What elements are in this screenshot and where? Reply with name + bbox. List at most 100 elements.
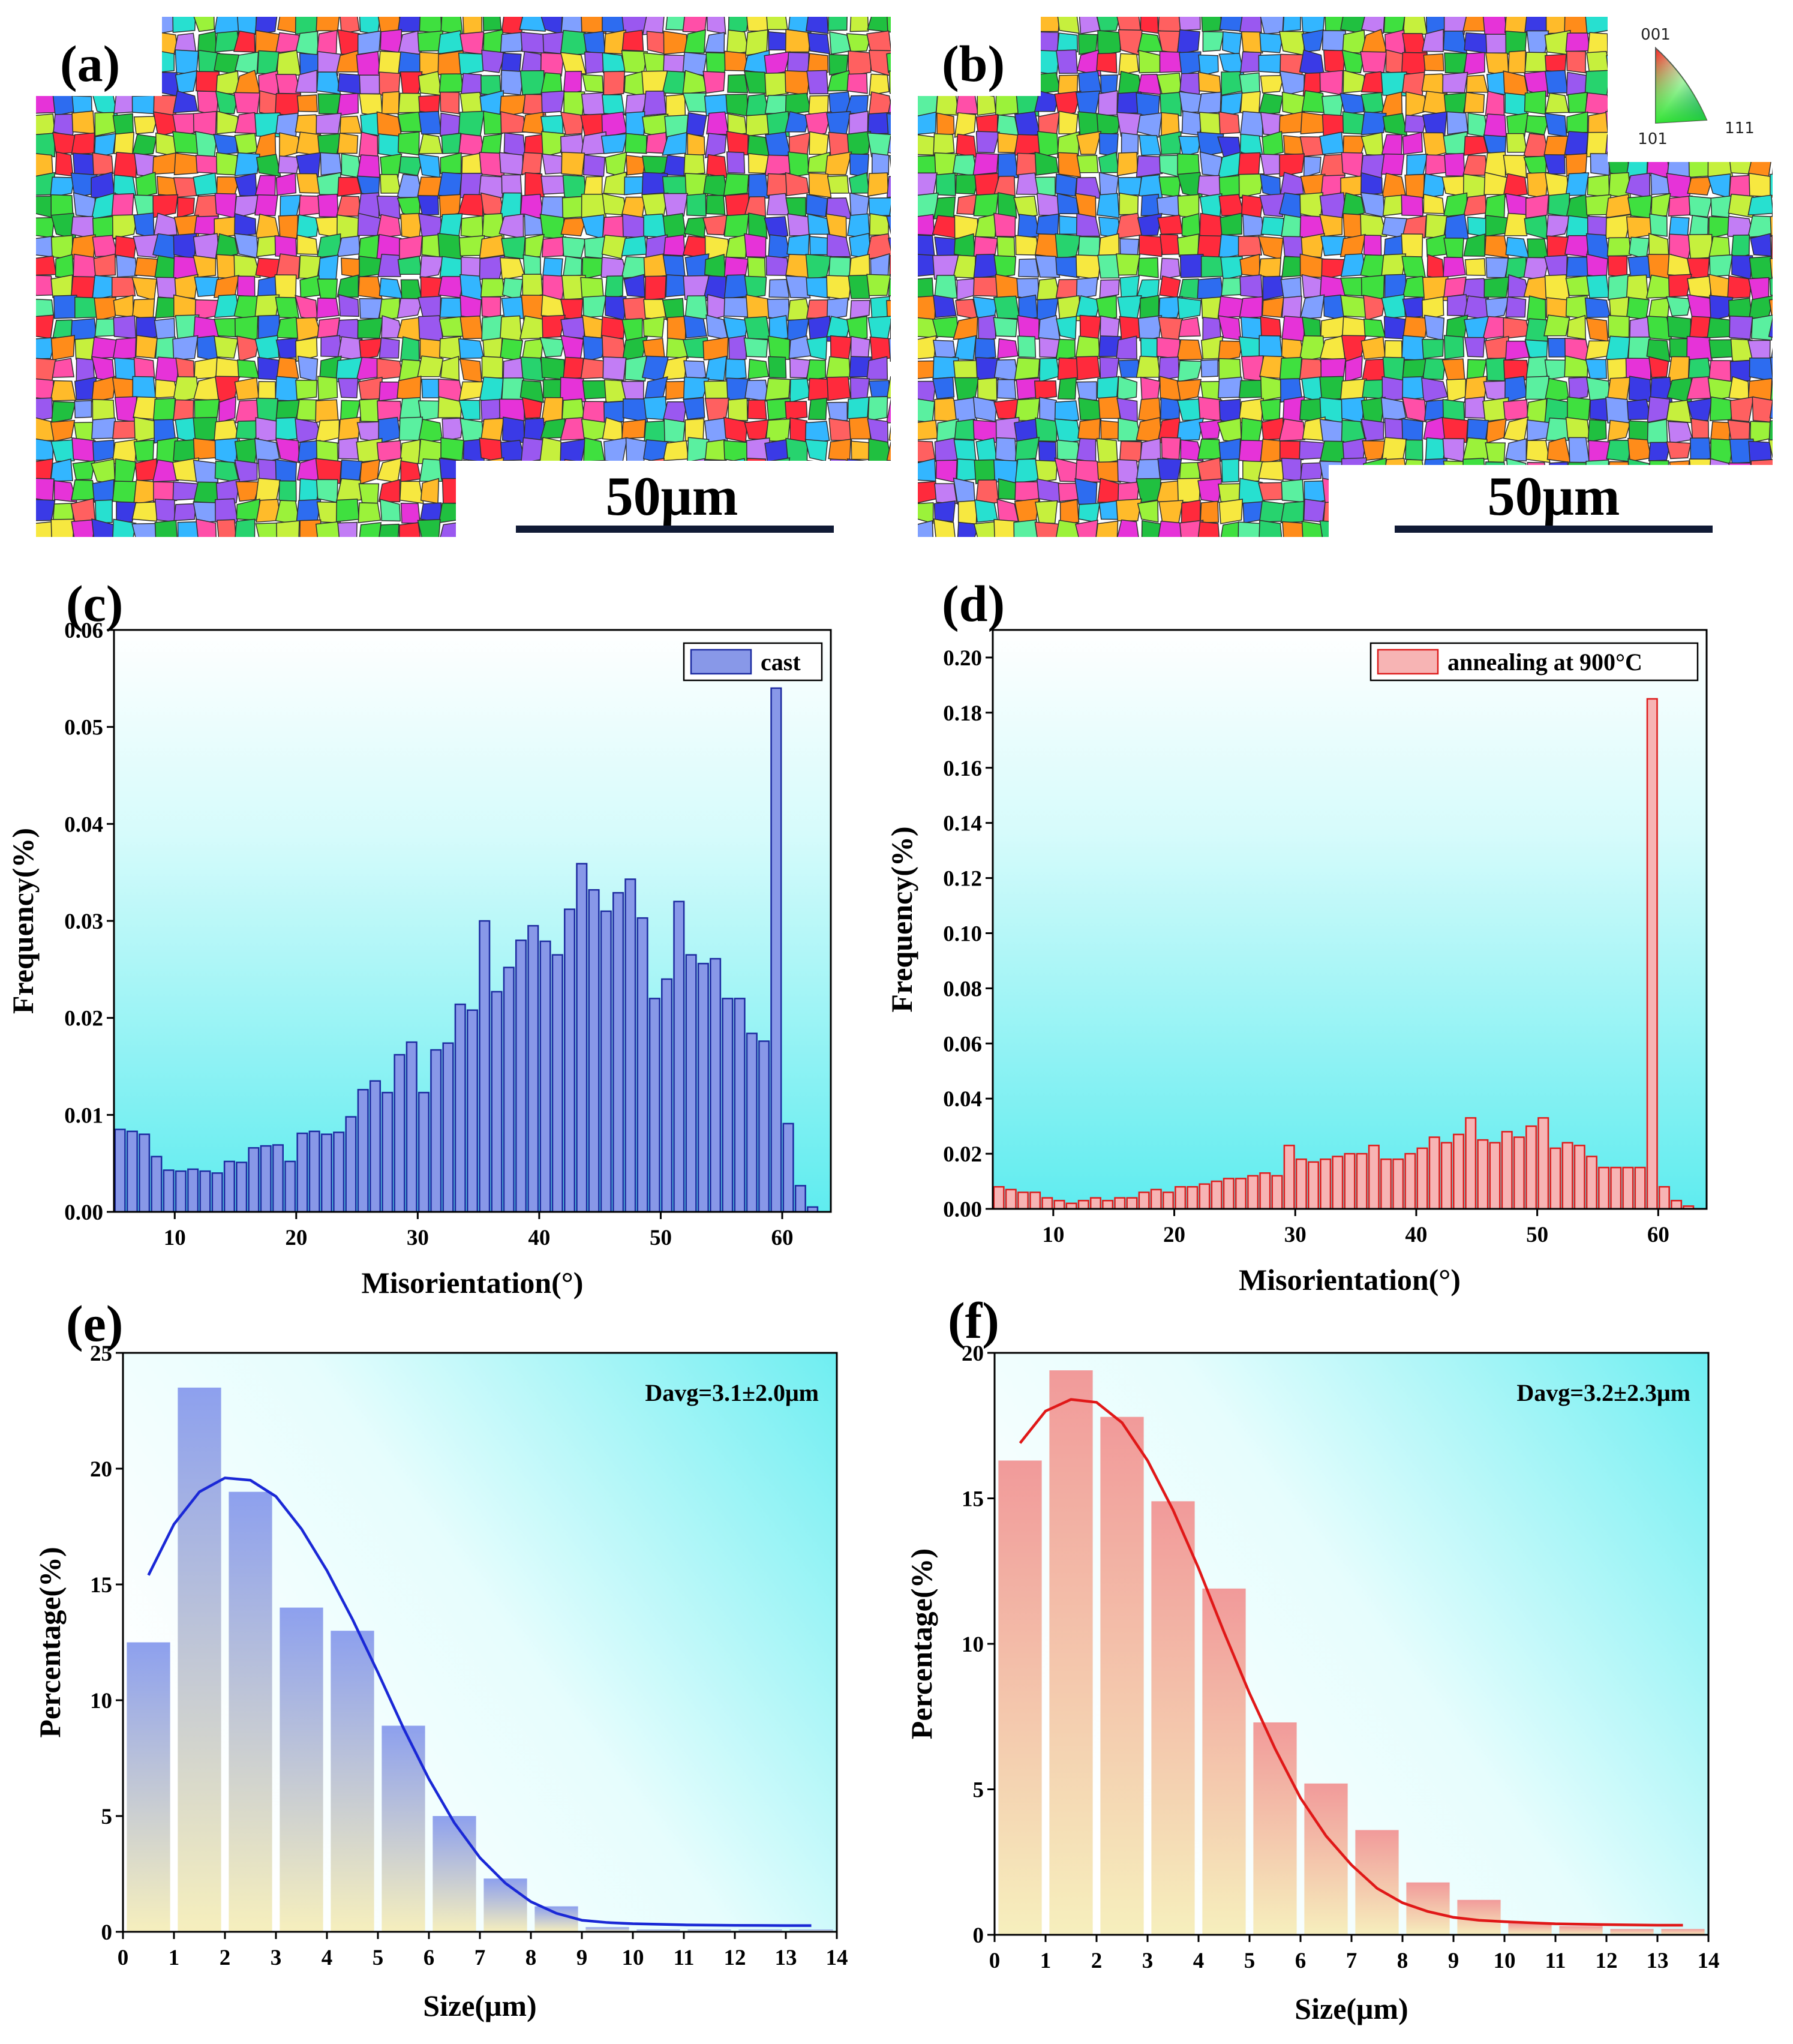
grain bbox=[1096, 113, 1121, 137]
grain bbox=[642, 91, 667, 116]
grain bbox=[1401, 397, 1427, 423]
grain bbox=[1078, 71, 1102, 93]
grain bbox=[807, 377, 831, 401]
bar bbox=[1549, 1147, 1561, 1210]
grain bbox=[1543, 154, 1566, 175]
x-tick-label: 9 bbox=[1448, 1949, 1459, 1973]
grain bbox=[1056, 32, 1079, 53]
grain bbox=[1668, 479, 1690, 503]
grain bbox=[154, 520, 178, 537]
grain bbox=[1137, 257, 1159, 278]
grain bbox=[785, 480, 809, 503]
grain bbox=[1282, 521, 1305, 537]
grain bbox=[768, 356, 787, 379]
y-tick-label: 0.08 bbox=[943, 977, 982, 1001]
grain bbox=[358, 131, 379, 157]
grain bbox=[1565, 416, 1590, 439]
grain bbox=[275, 376, 299, 402]
grain bbox=[135, 172, 158, 199]
grain bbox=[116, 254, 137, 278]
grain bbox=[338, 437, 360, 460]
grain bbox=[217, 519, 237, 537]
grain bbox=[1079, 17, 1101, 35]
grain bbox=[480, 502, 504, 523]
grain bbox=[702, 337, 729, 361]
grain bbox=[1402, 316, 1428, 340]
grain bbox=[888, 418, 891, 444]
grain bbox=[785, 275, 811, 299]
bar bbox=[1573, 1145, 1585, 1210]
grain bbox=[918, 335, 937, 360]
grain bbox=[918, 111, 937, 136]
grain bbox=[1137, 212, 1163, 236]
bar bbox=[1199, 1183, 1211, 1210]
grain bbox=[603, 437, 628, 463]
grain bbox=[234, 460, 258, 482]
grain bbox=[683, 376, 710, 400]
grain bbox=[1015, 235, 1039, 256]
grain bbox=[1566, 256, 1590, 277]
grain bbox=[193, 460, 219, 484]
grain bbox=[1013, 196, 1038, 219]
grain bbox=[1406, 154, 1428, 178]
grain bbox=[498, 398, 525, 422]
grain bbox=[1281, 256, 1303, 278]
grain bbox=[380, 174, 401, 194]
grain bbox=[236, 335, 259, 362]
grain bbox=[482, 17, 502, 32]
grain bbox=[1360, 418, 1384, 442]
bar bbox=[151, 1155, 163, 1213]
grain bbox=[359, 459, 380, 485]
bar bbox=[1235, 1178, 1247, 1210]
grain bbox=[683, 315, 707, 339]
grain bbox=[133, 212, 155, 239]
grain bbox=[1626, 398, 1652, 421]
grain bbox=[462, 17, 483, 36]
grain bbox=[459, 31, 485, 55]
grain bbox=[1099, 279, 1120, 299]
grain bbox=[1771, 335, 1773, 359]
grain bbox=[918, 481, 938, 504]
x-tick-label: 11 bbox=[674, 1946, 695, 1970]
grain bbox=[1708, 360, 1734, 382]
grain bbox=[358, 276, 383, 299]
grain bbox=[1381, 172, 1407, 199]
grain bbox=[866, 356, 888, 380]
bar bbox=[280, 1607, 323, 1932]
grain bbox=[337, 73, 362, 95]
grain bbox=[193, 233, 220, 260]
bar bbox=[1175, 1185, 1187, 1210]
grain bbox=[519, 380, 545, 403]
grain bbox=[564, 459, 583, 483]
bar bbox=[1114, 1197, 1126, 1210]
x-tick-label: 20 bbox=[1163, 1223, 1185, 1247]
grain bbox=[1568, 376, 1591, 401]
grain bbox=[1606, 358, 1629, 382]
grain bbox=[337, 521, 358, 537]
grain bbox=[376, 214, 401, 239]
grain bbox=[1503, 154, 1527, 179]
grain bbox=[132, 17, 158, 33]
grain bbox=[972, 396, 998, 422]
bar bbox=[636, 917, 648, 1213]
grain bbox=[540, 356, 565, 380]
grain bbox=[299, 275, 320, 298]
grain bbox=[887, 520, 891, 537]
grain bbox=[460, 215, 484, 239]
grain bbox=[1036, 193, 1061, 216]
grain bbox=[706, 111, 729, 135]
grain bbox=[522, 94, 546, 116]
grain bbox=[276, 520, 300, 537]
grain bbox=[1160, 91, 1182, 116]
grain bbox=[1590, 153, 1610, 176]
grain bbox=[461, 481, 484, 505]
grain bbox=[977, 92, 997, 116]
grain bbox=[1609, 296, 1629, 318]
grain bbox=[1710, 17, 1733, 33]
grain bbox=[604, 275, 624, 301]
grain bbox=[807, 32, 831, 55]
grain bbox=[1688, 195, 1713, 218]
grain bbox=[154, 499, 176, 523]
grain bbox=[418, 110, 442, 135]
grain bbox=[918, 502, 934, 524]
